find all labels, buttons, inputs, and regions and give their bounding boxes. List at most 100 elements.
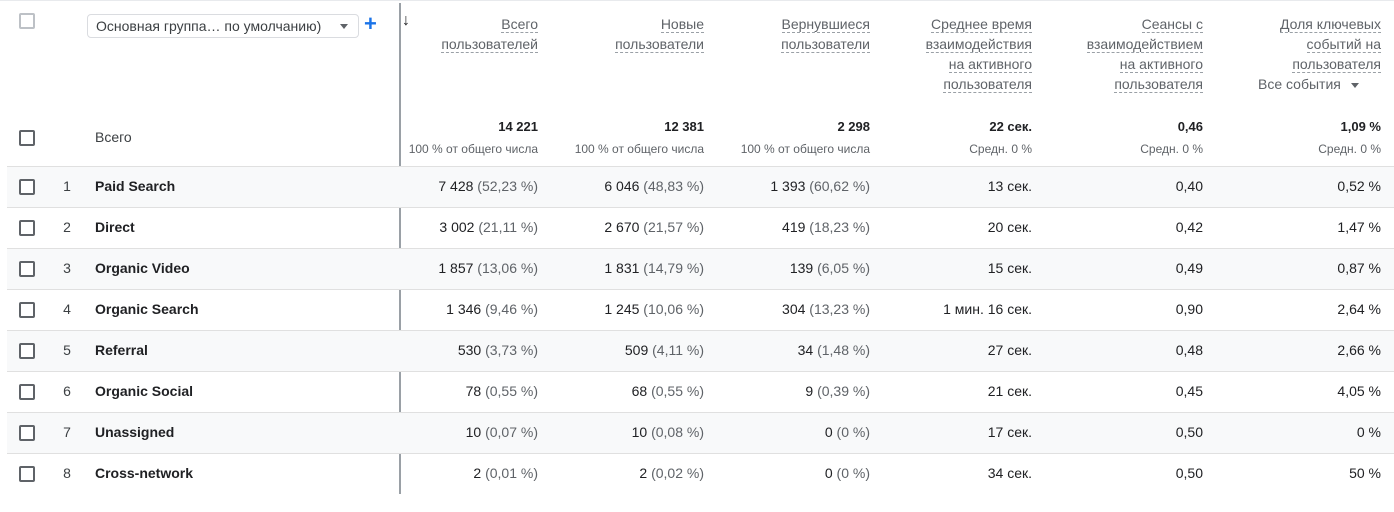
row-returning-users: 9 (0,39 %) (805, 383, 870, 399)
row-channel-name[interactable]: Referral (95, 342, 148, 358)
table-row[interactable]: 6 Organic Social 78 (0,55 %) 68 (0,55 %)… (7, 371, 1394, 412)
header-avg-engagement-time[interactable]: Среднее время взаимодействия на активног… (925, 16, 1032, 93)
row-channel-name[interactable]: Organic Search (95, 301, 199, 317)
row-checkbox[interactable] (19, 302, 35, 318)
header-key-event-rate[interactable]: Доля ключевых событий на пользователя (1280, 16, 1381, 73)
select-all-checkbox[interactable] (19, 13, 35, 29)
row-returning-users: 0 (0 %) (824, 465, 870, 481)
row-returning-users: 139 (6,05 %) (789, 260, 870, 276)
header-new-users[interactable]: Новые пользователи (615, 16, 704, 53)
row-rate: 0,87 % (1337, 260, 1381, 276)
row-new-users: 1 245 (10,06 %) (604, 301, 704, 317)
header-total-users[interactable]: Всего пользователей (441, 16, 538, 53)
table-row[interactable]: 4 Organic Search 1 346 (9,46 %) 1 245 (1… (7, 289, 1394, 330)
row-returning-users: 304 (13,23 %) (782, 301, 870, 317)
row-users: 1 346 (9,46 %) (446, 301, 538, 317)
row-checkbox[interactable] (19, 384, 35, 400)
top-border (0, 0, 1394, 1)
total-rate-sub: Средн. 0 % (1318, 142, 1381, 156)
total-new-users-value: 12 381 (664, 119, 704, 134)
row-new-users: 2 670 (21,57 %) (604, 219, 704, 235)
row-returning-users: 0 (0 %) (824, 424, 870, 440)
chevron-down-icon (340, 24, 348, 29)
row-avg-time: 34 сек. (987, 465, 1032, 481)
row-avg-time: 15 сек. (987, 260, 1032, 276)
row-sessions: 0,90 (1175, 301, 1203, 317)
row-checkbox[interactable] (19, 343, 35, 359)
row-sessions: 0,45 (1175, 383, 1203, 399)
table-row[interactable]: 8 Cross-network 2 (0,01 %) 2 (0,02 %) 0 … (7, 453, 1394, 494)
header-returning-users[interactable]: Вернувшиеся пользователи (781, 16, 870, 53)
chevron-down-icon (1350, 82, 1359, 88)
row-users: 530 (3,73 %) (457, 342, 538, 358)
row-channel-name[interactable]: Direct (95, 219, 135, 235)
total-returning-users-sub: 100 % от общего числа (740, 142, 870, 156)
row-index: 5 (63, 342, 71, 358)
row-new-users: 509 (4,11 %) (624, 342, 704, 358)
row-new-users: 1 831 (14,79 %) (604, 260, 704, 276)
row-users: 3 002 (21,11 %) (439, 219, 538, 235)
row-sessions: 0,49 (1175, 260, 1203, 276)
table-row[interactable]: 1 Paid Search 7 428 (52,23 %) 6 046 (48,… (7, 166, 1394, 207)
total-returning-users-value: 2 298 (837, 119, 870, 134)
events-dropdown[interactable]: Все события (1258, 76, 1359, 92)
row-checkbox[interactable] (19, 425, 35, 441)
row-users: 7 428 (52,23 %) (438, 178, 538, 194)
row-checkbox[interactable] (19, 179, 35, 195)
total-users-value: 14 221 (498, 119, 538, 134)
row-returning-users: 1 393 (60,62 %) (770, 178, 870, 194)
total-rate-value: 1,09 % (1340, 119, 1381, 134)
row-avg-time: 1 мин. 16 сек. (943, 301, 1032, 317)
row-returning-users: 34 (1,48 %) (797, 342, 870, 358)
row-index: 3 (63, 260, 71, 276)
row-new-users: 10 (0,08 %) (631, 424, 704, 440)
row-channel-name[interactable]: Unassigned (95, 424, 175, 440)
row-index: 7 (63, 424, 71, 440)
row-rate: 2,66 % (1337, 342, 1381, 358)
total-avg-time-value: 22 сек. (989, 119, 1032, 134)
row-rate: 4,05 % (1337, 383, 1381, 399)
row-avg-time: 17 сек. (987, 424, 1032, 440)
row-rate: 1,47 % (1337, 219, 1381, 235)
add-dimension-plus-icon[interactable]: + (364, 11, 377, 36)
table-row[interactable]: 2 Direct 3 002 (21,11 %) 2 670 (21,57 %)… (7, 207, 1394, 248)
sort-descending-arrow-icon[interactable]: ↓ (402, 12, 410, 29)
row-index: 1 (63, 178, 71, 194)
row-channel-name[interactable]: Organic Video (95, 260, 190, 276)
row-rate: 2,64 % (1337, 301, 1381, 317)
table-row[interactable]: 3 Organic Video 1 857 (13,06 %) 1 831 (1… (7, 248, 1394, 289)
row-new-users: 6 046 (48,83 %) (604, 178, 704, 194)
row-index: 2 (63, 219, 71, 235)
row-checkbox[interactable] (19, 220, 35, 236)
row-index: 8 (63, 465, 71, 481)
row-channel-name[interactable]: Cross-network (95, 465, 194, 481)
total-sessions-value: 0,46 (1177, 119, 1203, 134)
table-row[interactable]: 5 Referral 530 (3,73 %) 509 (4,11 %) 34 … (7, 330, 1394, 371)
row-sessions: 0,50 (1175, 465, 1203, 481)
row-sessions: 0,40 (1175, 178, 1203, 194)
dimension-selector[interactable]: Основная группа… по умолчанию) (87, 14, 359, 38)
row-new-users: 68 (0,55 %) (631, 383, 704, 399)
row-avg-time: 27 сек. (987, 342, 1032, 358)
total-users-sub: 100 % от общего числа (408, 142, 538, 156)
total-sessions-sub: Средн. 0 % (1140, 142, 1203, 156)
table-row[interactable]: 7 Unassigned 10 (0,07 %) 10 (0,08 %) 0 (… (7, 412, 1394, 453)
row-returning-users: 419 (18,23 %) (782, 219, 870, 235)
totals-checkbox[interactable] (19, 130, 35, 146)
row-users: 1 857 (13,06 %) (438, 260, 538, 276)
row-new-users: 2 (0,02 %) (639, 465, 704, 481)
row-channel-name[interactable]: Paid Search (95, 178, 176, 194)
totals-label: Всего (95, 129, 132, 145)
row-sessions: 0,48 (1175, 342, 1203, 358)
row-checkbox[interactable] (19, 261, 35, 277)
row-users: 78 (0,55 %) (465, 383, 538, 399)
total-avg-time-sub: Средн. 0 % (969, 142, 1032, 156)
row-checkbox[interactable] (19, 466, 35, 482)
row-index: 4 (63, 301, 71, 317)
total-new-users-sub: 100 % от общего числа (574, 142, 704, 156)
row-rate: 0,52 % (1337, 178, 1381, 194)
row-channel-name[interactable]: Organic Social (95, 383, 194, 399)
header-engaged-sessions[interactable]: Сеансы с взаимодействием на активного по… (1086, 16, 1203, 93)
row-avg-time: 13 сек. (987, 178, 1032, 194)
row-index: 6 (63, 383, 71, 399)
